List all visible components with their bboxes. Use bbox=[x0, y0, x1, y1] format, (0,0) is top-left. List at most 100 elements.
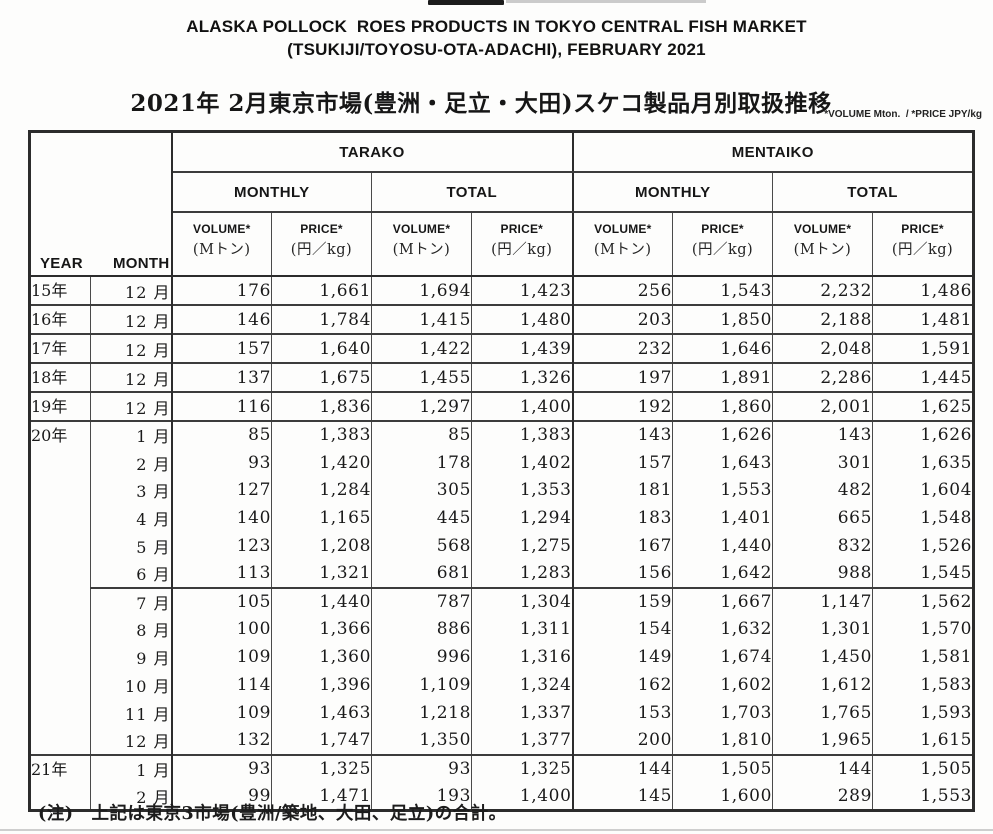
value-cell: 1,325 bbox=[471, 753, 574, 783]
value-cell: 1,325 bbox=[271, 753, 372, 783]
table-row: 16年 12 月 146 1,784 1,415 1,480 203 1,850 2,188 1,… bbox=[29, 304, 974, 334]
table-row: 9 月 109 1,360 996 1,316 149 1,674 1,450 1,581 bbox=[30, 643, 974, 672]
value-cell: 1,284 bbox=[271, 476, 372, 505]
value-cell: 1,581 bbox=[920, 647, 973, 668]
value-cell: 1,860 bbox=[672, 391, 774, 421]
year-month-header-cell: YEAR MONTH bbox=[29, 131, 173, 277]
value-cell: 140 bbox=[171, 504, 272, 533]
document-title-japanese: 2021年 2月東京市場(豊洲・足立・大田)スケコ製品月別取扱推移 bbox=[130, 90, 832, 117]
value-cell: 1,784 bbox=[271, 304, 372, 334]
col-header-tarako-total-volume: VOLUME* (Mトン) bbox=[371, 212, 472, 277]
value-cell: 156 bbox=[572, 559, 674, 588]
value-cell: 1,311 bbox=[471, 615, 574, 644]
group-header-mentaiko: MENTAIKO bbox=[572, 131, 974, 173]
value-cell: 1,326 bbox=[471, 362, 574, 392]
value-cell: 1,632 bbox=[672, 615, 774, 644]
value-cell: 1,208 bbox=[271, 532, 372, 560]
value-cell: 1,836 bbox=[271, 391, 372, 421]
value-cell: 1,591 bbox=[872, 333, 974, 363]
value-cell: 1,423 bbox=[471, 276, 574, 305]
value-cell: 1,635 bbox=[920, 452, 973, 473]
value-cell: 1,583 bbox=[920, 675, 973, 696]
value-cell: 1,450 bbox=[772, 643, 874, 672]
col-header-tarako-monthly-volume: VOLUME* (Mトン) bbox=[171, 212, 272, 277]
value-cell: 1,625 bbox=[872, 391, 974, 421]
group-header-tarako: TARAKO bbox=[171, 131, 574, 173]
subgroup-mentaiko-monthly: MONTHLY bbox=[572, 172, 774, 213]
value-cell: 1,420 bbox=[271, 448, 372, 477]
value-cell: 1,667 bbox=[672, 586, 774, 616]
value-cell: 256 bbox=[572, 276, 674, 305]
table-row: 17年 12 月 157 1,640 1,422 1,439 232 1,646 2,048 1,… bbox=[29, 333, 974, 363]
units-note: *VOLUME Mton. / *PRICE JPY/kg bbox=[824, 109, 982, 120]
month-cell: 10 月 bbox=[90, 671, 173, 699]
table-row: 21年 1 月 93 1,325 93 1,325 144 1,505 144 1,505 bbox=[29, 753, 974, 811]
value-cell: 1,615 bbox=[920, 730, 973, 751]
year-cell: 20年 bbox=[29, 420, 91, 755]
value-cell: 183 bbox=[572, 504, 674, 533]
table-row: 3 月 127 1,284 305 1,353 181 1,553 482 1,604 bbox=[30, 476, 974, 505]
year-cell: 18年 bbox=[29, 362, 91, 392]
value-cell: 1,602 bbox=[672, 671, 774, 699]
value-cell: 1,553 bbox=[920, 785, 973, 806]
value-cell: 1,891 bbox=[672, 362, 774, 392]
footnote: (注) 上記は東京3市場(豊洲/築地、大田、足立)の合計。 bbox=[38, 804, 507, 824]
month-cell: 8 月 bbox=[90, 615, 173, 644]
value-cell: 113 bbox=[171, 559, 272, 588]
value-cell: 105 bbox=[171, 586, 272, 616]
value-cell: 114 bbox=[171, 671, 272, 699]
col-header-mentaiko-total-volume: VOLUME* (Mトン) bbox=[772, 212, 874, 277]
value-cell: 1,422 bbox=[371, 333, 472, 363]
month-cell: 6 月 bbox=[90, 559, 173, 588]
col-header-tarako-monthly-price: PRICE* (円／kg) bbox=[271, 212, 372, 277]
value-cell: 832 bbox=[772, 532, 874, 560]
value-cell: 665 bbox=[772, 504, 874, 533]
value-cell: 2,232 bbox=[772, 276, 874, 305]
value-cell: 85 bbox=[171, 420, 272, 449]
value-cell: 2,048 bbox=[772, 333, 874, 363]
value-cell: 143 bbox=[772, 420, 874, 449]
col-header-mentaiko-monthly-price: PRICE* (円／kg) bbox=[672, 212, 774, 277]
value-cell: 123 bbox=[171, 532, 272, 560]
value-cell: 2,001 bbox=[772, 391, 874, 421]
value-cell: 1,147 bbox=[772, 586, 874, 616]
value-cell: 197 bbox=[572, 362, 674, 392]
year-column-label: YEAR bbox=[40, 255, 83, 272]
value-cell: 193 bbox=[371, 782, 472, 811]
value-cell: 1,294 bbox=[471, 504, 574, 533]
value-cell: 1,505 bbox=[672, 753, 774, 783]
value-cell: 232 bbox=[572, 333, 674, 363]
month-cell: 2 月 bbox=[90, 448, 173, 477]
value-cell: 1,661 bbox=[271, 276, 372, 305]
value-cell: 289 bbox=[772, 782, 874, 811]
value-cell: 1,283 bbox=[471, 559, 574, 588]
value-cell: 1,396 bbox=[271, 671, 372, 699]
value-cell: 1,480 bbox=[471, 304, 574, 334]
value-cell: 1,360 bbox=[271, 643, 372, 672]
value-cell: 1,337 bbox=[471, 698, 574, 727]
value-cell: 1,553 bbox=[672, 476, 774, 505]
value-cell: 109 bbox=[171, 643, 272, 672]
value-cell: 109 bbox=[171, 698, 272, 727]
year-cell: 21年 bbox=[29, 753, 91, 811]
value-cell: 1,440 bbox=[672, 532, 774, 560]
value-cell: 1,850 bbox=[672, 304, 774, 334]
table-row: 11 月 109 1,463 1,218 1,337 153 1,703 1,765 1,593 bbox=[30, 698, 974, 727]
value-cell: 181 bbox=[572, 476, 674, 505]
value-cell: 1,626 bbox=[872, 420, 974, 449]
value-cell: 1,640 bbox=[271, 333, 372, 363]
value-cell: 93 bbox=[171, 448, 272, 477]
month-cell: 4 月 bbox=[90, 504, 173, 533]
value-cell: 116 bbox=[171, 391, 272, 421]
month-cell: 3 月 bbox=[90, 476, 173, 505]
value-cell: 1,401 bbox=[672, 504, 774, 533]
month-cell: 12 月 bbox=[90, 304, 173, 334]
value-cell: 1,675 bbox=[271, 362, 372, 392]
document-title-english: ALASKA POLLOCK ROES PRODUCTS IN TOKYO CE… bbox=[0, 15, 993, 61]
value-cell: 1,604 bbox=[920, 480, 973, 501]
value-cell: 1,324 bbox=[471, 671, 574, 699]
value-cell: 1,646 bbox=[672, 333, 774, 363]
value-cell: 1,383 bbox=[271, 420, 372, 449]
value-cell: 1,402 bbox=[471, 448, 574, 477]
